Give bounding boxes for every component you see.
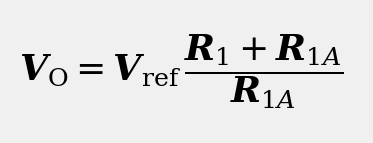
- Text: $\boldsymbol{V}_{\mathrm{O}} = \boldsymbol{V}_{\mathrm{ref}}\,\dfrac{\boldsymbol: $\boldsymbol{V}_{\mathrm{O}} = \boldsymb…: [19, 32, 343, 111]
